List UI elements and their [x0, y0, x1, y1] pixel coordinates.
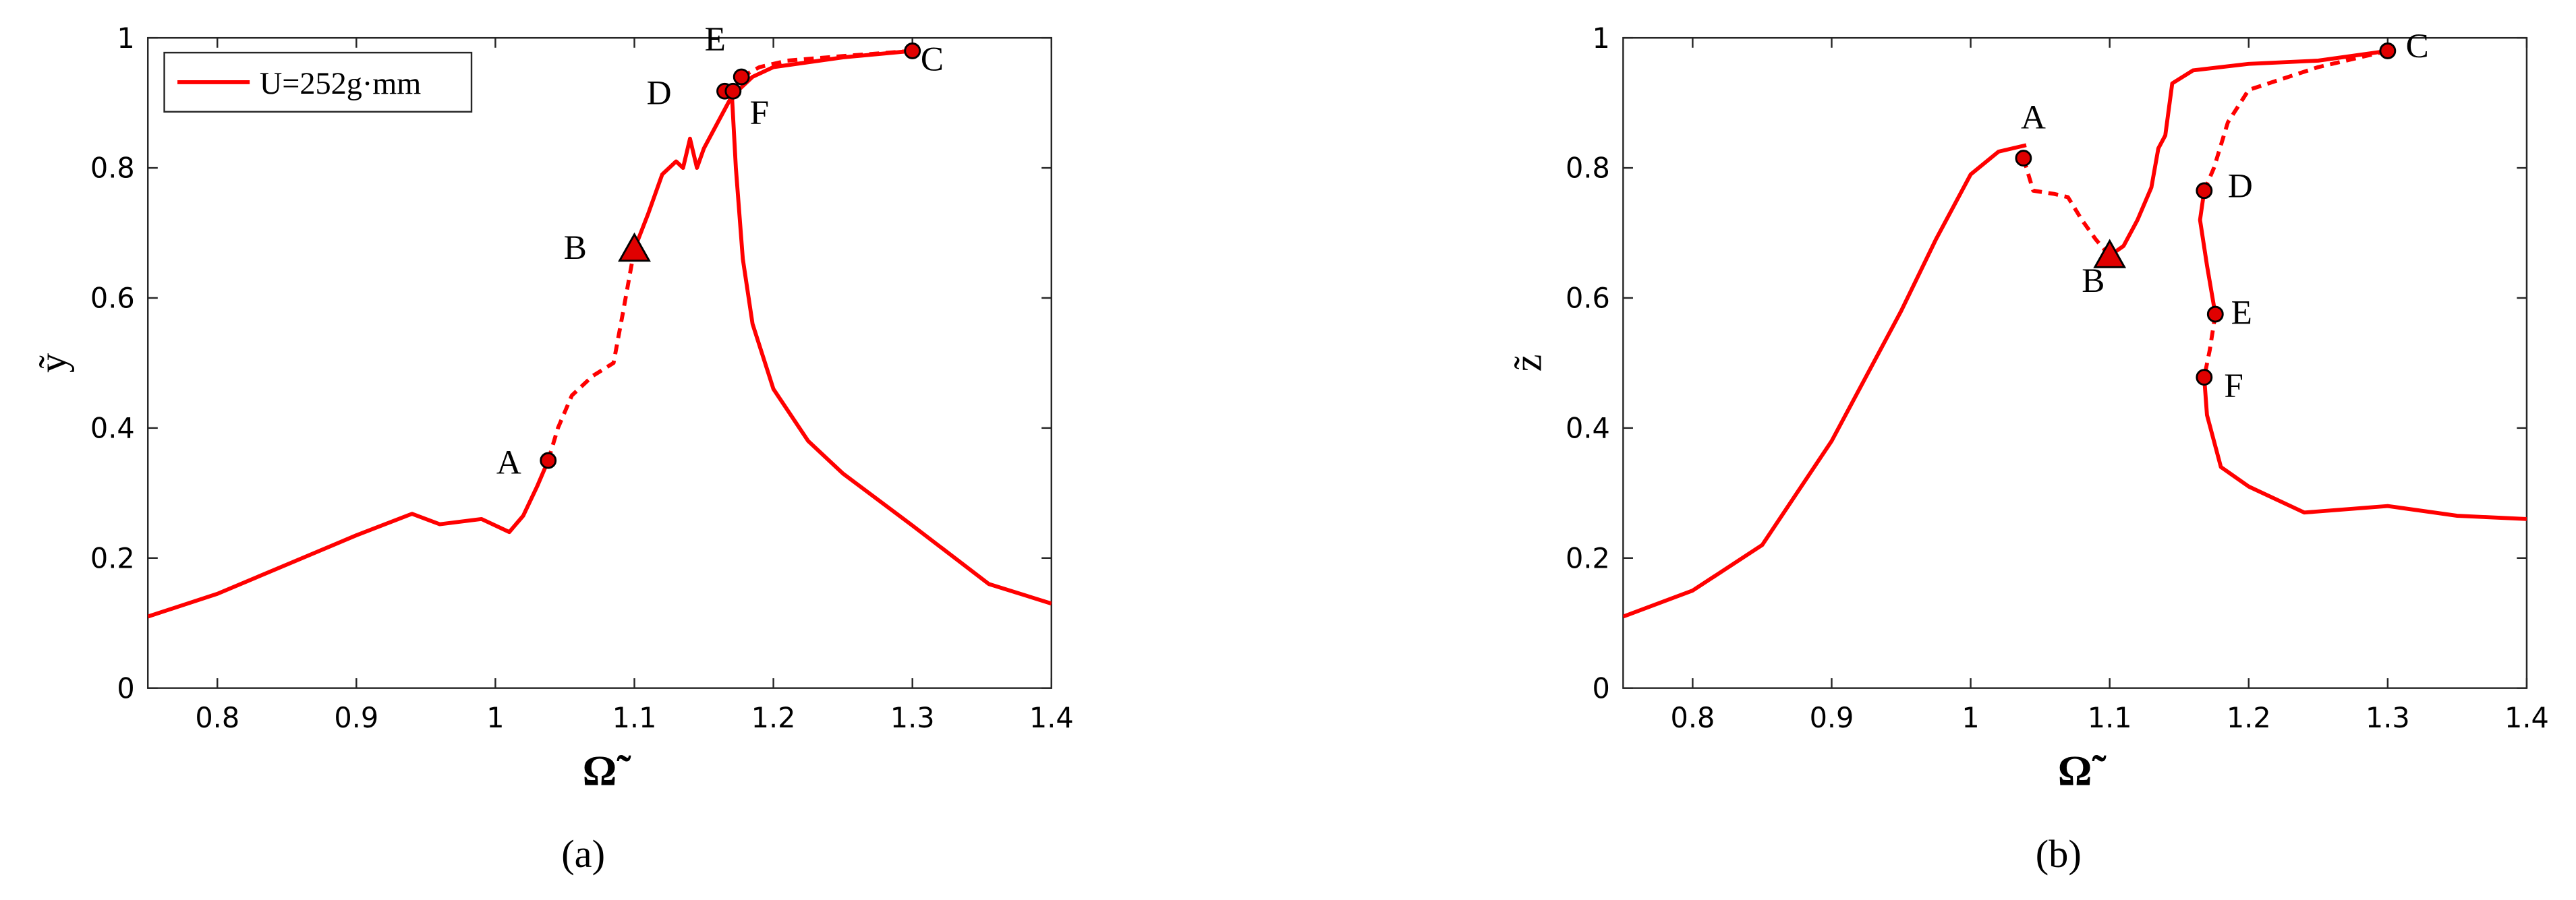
x-tick-label: 1.1 — [2088, 702, 2132, 734]
series-line — [729, 91, 1052, 606]
point-marker — [2379, 42, 2397, 59]
series-line — [1623, 143, 2027, 619]
point-marker — [2206, 305, 2224, 323]
y-tick-label: 0 — [1593, 672, 1610, 704]
x-axis-label: Ω̃ — [583, 747, 632, 794]
y-tick-label: 0.8 — [1566, 152, 1610, 185]
point-marker — [2015, 150, 2032, 167]
x-tick-label: 1.4 — [2505, 702, 2549, 734]
y-tick-label: 0.4 — [1566, 412, 1610, 444]
plot-box — [146, 36, 1052, 689]
y-tick-label: 0.6 — [90, 282, 135, 315]
caption: (b) — [2036, 832, 2082, 876]
series-line — [2202, 377, 2527, 521]
x-tick-label: 1.1 — [612, 702, 657, 734]
point-marker — [2196, 369, 2213, 386]
x-tick-label: 1 — [1962, 702, 1979, 734]
series-line — [2198, 190, 2218, 315]
series-line — [2022, 157, 2111, 258]
point-label: D — [647, 74, 672, 113]
plot-area — [148, 49, 1052, 619]
y-tick-label: 1 — [1593, 22, 1610, 55]
x-tick-label: 0.9 — [334, 702, 378, 734]
point-marker — [540, 452, 557, 469]
point-marker — [724, 82, 742, 100]
caption: (a) — [561, 832, 605, 876]
point-label: F — [2224, 367, 2243, 405]
plot-box — [1622, 36, 2528, 689]
point-marker — [2093, 239, 2127, 268]
x-tick-label: 0.8 — [195, 702, 239, 734]
y-tick-label: 1 — [117, 22, 134, 55]
y-axis-label: z̃ — [1506, 354, 1550, 371]
x-axis-label: Ω̃ — [2058, 747, 2107, 794]
x-tick-label: 1.2 — [2227, 702, 2271, 734]
point-marker — [2196, 182, 2213, 200]
y-tick-label: 0.2 — [1566, 542, 1610, 574]
point-marker — [618, 232, 651, 262]
x-tick-label: 1.3 — [2366, 702, 2410, 734]
x-tick-label: 0.9 — [1810, 702, 1854, 734]
series-line — [632, 49, 913, 250]
series-line — [148, 459, 550, 619]
x-tick-label: 1.2 — [751, 702, 796, 734]
point-label: C — [2406, 27, 2429, 65]
point-label: B — [564, 229, 587, 267]
series-line — [546, 249, 637, 461]
point-label: A — [2021, 98, 2046, 137]
y-tick-label: 0.2 — [90, 542, 135, 574]
y-axis-label: ỹ — [30, 353, 74, 373]
series-line — [2202, 49, 2388, 191]
point-label: A — [496, 444, 521, 482]
y-tick-label: 0.6 — [1566, 282, 1610, 315]
point-marker — [904, 42, 921, 59]
y-tick-label: 0.8 — [90, 152, 135, 185]
x-tick-label: 1.4 — [1029, 702, 1074, 734]
plot-area — [1623, 49, 2527, 619]
x-tick-label: 1.3 — [890, 702, 935, 734]
series-line — [2202, 313, 2218, 378]
x-tick-label: 0.8 — [1670, 702, 1715, 734]
point-label: B — [2082, 262, 2105, 300]
series-line — [2108, 49, 2388, 258]
point-label: C — [921, 40, 944, 79]
point-marker — [733, 68, 750, 86]
point-label: D — [2228, 167, 2253, 206]
y-tick-label: 0 — [117, 672, 134, 704]
point-label: E — [705, 20, 726, 59]
point-label: E — [2231, 294, 2252, 332]
x-tick-label: 1 — [486, 702, 504, 734]
legend-label: U=252g·mm — [260, 67, 421, 101]
y-tick-label: 0.4 — [90, 412, 135, 444]
point-label: F — [750, 94, 769, 132]
